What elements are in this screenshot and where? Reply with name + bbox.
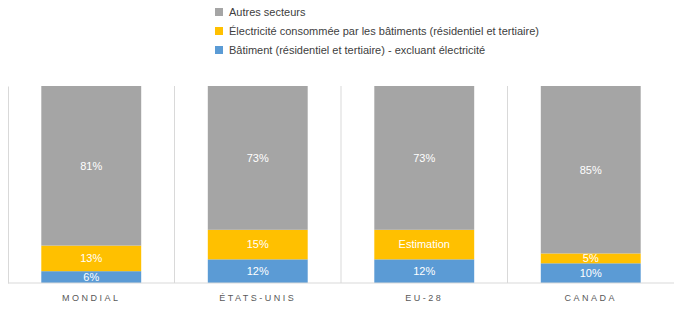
- bar-segment: [208, 259, 308, 283]
- x-axis-line: [8, 283, 674, 284]
- divider: [341, 86, 342, 283]
- data-label: 12%: [413, 265, 435, 277]
- bar-segment: [208, 86, 308, 230]
- bar-segment: [374, 259, 474, 283]
- y-axis-line: [8, 87, 9, 284]
- chart: 6% 12% 12% 10% 13% 15% Estimation 5% 81% 73% 73% 85…: [0, 0, 682, 320]
- bar-segment: [41, 271, 141, 283]
- dividers: [175, 86, 508, 283]
- divider: [174, 86, 175, 283]
- data-label: 73%: [413, 152, 435, 164]
- x-tick: CANADA: [564, 283, 617, 303]
- data-label: 5%: [583, 252, 599, 264]
- legend-item: Bâtiment (résidentiel et tertiaire) - ex…: [215, 44, 485, 56]
- bar-segment: [208, 230, 308, 260]
- x-tick-label: EU-28: [405, 293, 443, 303]
- legend-swatch: [215, 8, 223, 16]
- legend-label: Bâtiment (résidentiel et tertiaire) - ex…: [229, 44, 485, 56]
- bar-segment: [541, 263, 641, 283]
- legend-item: Autres secteurs: [215, 6, 306, 18]
- data-label: 81%: [80, 160, 102, 172]
- x-tick-label: ÉTATS-UNIS: [219, 293, 296, 303]
- x-tick-label: MONDIAL: [62, 293, 121, 303]
- data-label: 15%: [247, 238, 269, 250]
- data-labels: 6% 12% 12% 10% 13% 15% Estimation 5% 81% 73% 73% 85…: [80, 152, 602, 283]
- legend-label: Autres secteurs: [229, 6, 306, 18]
- data-label: 12%: [247, 265, 269, 277]
- legend-swatch: [215, 27, 223, 35]
- data-label: 10%: [580, 267, 602, 279]
- data-label: Estimation: [399, 238, 450, 250]
- x-tick: MONDIAL: [62, 283, 121, 303]
- y-axis: [8, 87, 9, 284]
- bars: [41, 86, 640, 283]
- data-label: 13%: [80, 252, 102, 264]
- data-label: 73%: [247, 152, 269, 164]
- bar-segment: [374, 86, 474, 230]
- legend-swatch: [215, 46, 223, 54]
- data-label: 6%: [83, 271, 99, 283]
- bar-segment: [41, 246, 141, 272]
- x-tick: ÉTATS-UNIS: [219, 283, 296, 303]
- x-tick-label: CANADA: [564, 293, 617, 303]
- legend-item: Électricité consommée par les bâtiments …: [215, 25, 539, 37]
- x-axis: MONDIAL ÉTATS-UNIS EU-28 CANADA: [8, 283, 674, 303]
- divider: [507, 86, 508, 283]
- bar-segment: [374, 230, 474, 260]
- bar-segment: [541, 86, 641, 253]
- legend: Autres secteurs Électricité consommée par…: [215, 6, 539, 56]
- bar-segment: [41, 86, 141, 246]
- data-label: 85%: [580, 164, 602, 176]
- x-tick: EU-28: [405, 283, 443, 303]
- legend-label: Électricité consommée par les bâtiments …: [229, 25, 539, 37]
